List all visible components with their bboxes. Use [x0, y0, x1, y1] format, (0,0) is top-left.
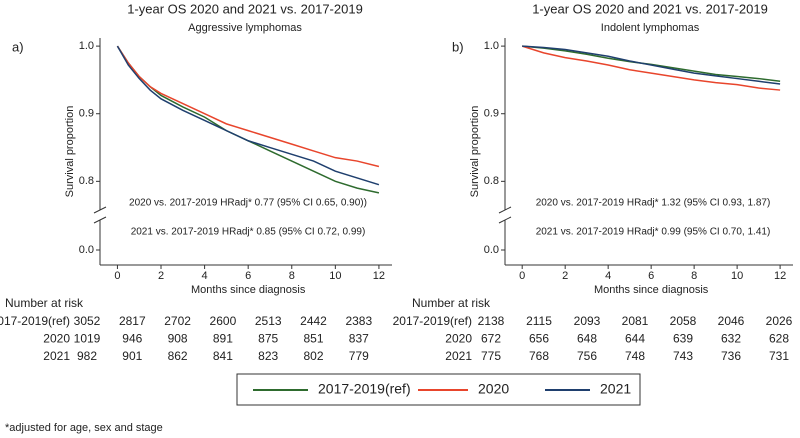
risk-value: 2138 [478, 314, 505, 328]
risk-value: 2513 [255, 314, 282, 328]
risk-value: 908 [168, 332, 188, 346]
x-tick-label: 0 [519, 270, 525, 282]
risk-value: 2817 [119, 314, 146, 328]
risk-row-label: 2017-2019(ref) [0, 314, 70, 328]
x-tick-label: 6 [648, 270, 654, 282]
annotation: 2020 vs. 2017-2019 HRadj* 0.77 (95% CI 0… [129, 198, 367, 209]
y-tick-label: 0.8 [484, 175, 499, 187]
risk-value: 731 [769, 349, 789, 363]
survival-curve [521, 45, 781, 91]
risk-value: 2600 [210, 314, 237, 328]
chart-subtitle: Indolent lymphomas [601, 22, 700, 34]
x-tick-label: 2 [562, 270, 568, 282]
x-tick-label: 4 [605, 270, 611, 282]
panel-label: a) [12, 39, 24, 54]
risk-heading: Number at risk [412, 296, 491, 310]
y-tick-label: 0.0 [484, 244, 499, 256]
risk-value: 946 [122, 332, 142, 346]
chart-title: 1-year OS 2020 and 2021 vs. 2017-2019 [532, 1, 768, 16]
y-tick-label: 0.9 [79, 108, 94, 120]
risk-value: 748 [625, 349, 645, 363]
x-tick-label: 10 [329, 270, 341, 282]
risk-value: 644 [625, 332, 645, 346]
survival-curve [116, 45, 380, 168]
x-tick-label: 12 [373, 270, 385, 282]
axis-break [93, 206, 107, 224]
risk-value: 2058 [670, 314, 697, 328]
risk-value: 891 [213, 332, 233, 346]
risk-value: 823 [258, 349, 278, 363]
legend-text: 2020 [478, 381, 509, 397]
risk-row-label: 2020 [445, 332, 472, 346]
annotation: 2021 vs. 2017-2019 HRadj* 0.99 (95% CI 0… [536, 227, 771, 238]
risk-value: 851 [303, 332, 323, 346]
risk-value: 2081 [622, 314, 649, 328]
risk-value: 2093 [574, 314, 601, 328]
survival-curve [116, 45, 380, 194]
chart-title: 1-year OS 2020 and 2021 vs. 2017-2019 [127, 1, 363, 16]
panel-label: b) [452, 39, 464, 54]
risk-value: 837 [349, 332, 369, 346]
risk-value: 743 [673, 349, 693, 363]
x-tick-label: 0 [114, 270, 120, 282]
risk-heading: Number at risk [5, 296, 84, 310]
x-tick-label: 12 [774, 270, 786, 282]
risk-value: 2383 [345, 314, 372, 328]
risk-row-label: 2017-2019(ref) [393, 314, 472, 328]
risk-value: 2442 [300, 314, 327, 328]
axis-break [498, 206, 512, 224]
x-tick-label: 6 [245, 270, 251, 282]
risk-value: 672 [481, 332, 501, 346]
risk-value: 639 [673, 332, 693, 346]
y-tick-label: 0.0 [79, 244, 94, 256]
y-tick-label: 0.8 [79, 175, 94, 187]
risk-value: 2115 [526, 314, 552, 328]
risk-value: 656 [529, 332, 549, 346]
x-tick-label: 2 [158, 270, 164, 282]
y-tick-label: 1.0 [484, 40, 499, 52]
y-tick-label: 1.0 [79, 40, 94, 52]
risk-value: 775 [481, 349, 501, 363]
x-tick-label: 4 [202, 270, 208, 282]
risk-value: 1019 [74, 332, 101, 346]
risk-value: 2702 [164, 314, 191, 328]
x-tick-label: 8 [691, 270, 697, 282]
risk-value: 756 [577, 349, 597, 363]
risk-value: 875 [258, 332, 278, 346]
risk-value: 779 [349, 349, 369, 363]
annotation: 2021 vs. 2017-2019 HRadj* 0.85 (95% CI 0… [131, 227, 366, 238]
risk-value: 3052 [74, 314, 101, 328]
risk-value: 736 [721, 349, 741, 363]
risk-value: 768 [529, 349, 549, 363]
risk-value: 841 [213, 349, 233, 363]
y-tick-label: 0.9 [484, 108, 499, 120]
y-axis-label: Survival proportion [64, 106, 76, 198]
chart-subtitle: Aggressive lymphomas [188, 22, 302, 34]
risk-value: 2026 [766, 314, 793, 328]
footnote: *adjusted for age, sex and stage [5, 422, 163, 434]
risk-value: 901 [122, 349, 142, 363]
risk-value: 628 [769, 332, 789, 346]
risk-value: 648 [577, 332, 597, 346]
risk-value: 802 [303, 349, 323, 363]
legend-text: 2021 [600, 381, 631, 397]
x-tick-label: 8 [289, 270, 295, 282]
survival-curve [116, 45, 380, 186]
x-axis-label: Months since diagnosis [594, 284, 709, 296]
risk-value: 632 [721, 332, 741, 346]
survival-curve [522, 45, 781, 85]
legend-text: 2017-2019(ref) [318, 381, 411, 397]
x-axis-label: Months since diagnosis [191, 284, 306, 296]
annotation: 2020 vs. 2017-2019 HRadj* 1.32 (95% CI 0… [536, 198, 771, 209]
risk-value: 982 [77, 349, 97, 363]
risk-row-label: 2020 [43, 332, 70, 346]
y-axis-label: Survival proportion [469, 106, 481, 198]
risk-row-label: 2021 [445, 349, 472, 363]
risk-value: 2046 [718, 314, 745, 328]
survival-curve [522, 45, 781, 83]
x-tick-label: 10 [731, 270, 743, 282]
risk-row-label: 2021 [43, 349, 70, 363]
risk-value: 862 [168, 349, 188, 363]
